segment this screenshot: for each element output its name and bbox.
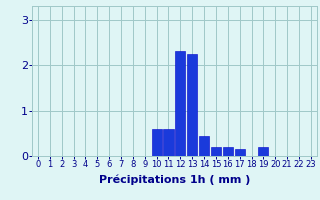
Bar (235, 149, 245, 156)
Bar (152, 129, 162, 156)
Bar (211, 147, 221, 156)
X-axis label: Précipitations 1h ( mm ): Précipitations 1h ( mm ) (99, 175, 250, 185)
Bar (164, 129, 173, 156)
Bar (223, 147, 233, 156)
Bar (187, 54, 197, 156)
Bar (199, 136, 209, 156)
Bar (175, 51, 185, 156)
Bar (258, 147, 268, 156)
